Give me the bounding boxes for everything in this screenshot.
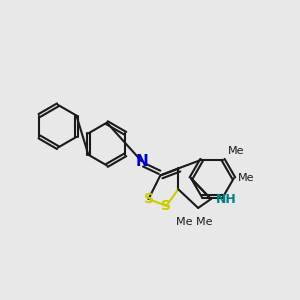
- Text: N: N: [135, 154, 148, 169]
- Text: Me: Me: [228, 146, 244, 156]
- Text: Me: Me: [238, 173, 255, 183]
- Text: Me Me: Me Me: [176, 217, 213, 227]
- Text: NH: NH: [216, 193, 237, 206]
- Text: S: S: [143, 192, 154, 206]
- Text: S: S: [161, 199, 171, 213]
